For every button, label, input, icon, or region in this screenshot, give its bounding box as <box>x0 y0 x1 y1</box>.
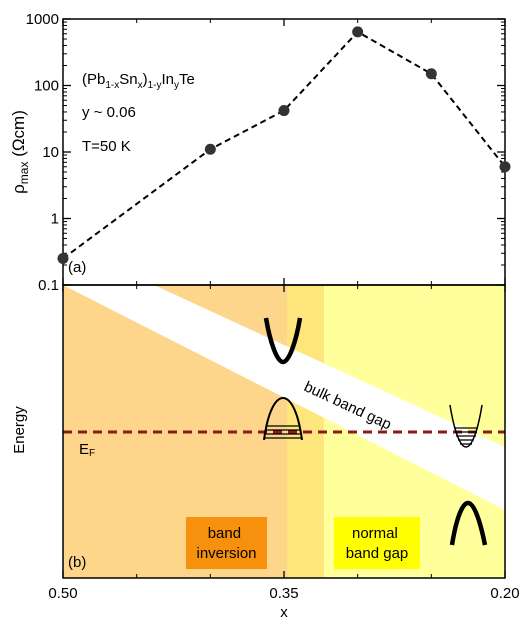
y-tick-label: 100 <box>34 78 59 95</box>
panel-a-tag: (a) <box>68 259 86 276</box>
panel-a-y-ticks: 0.1 1 10 100 1000 <box>26 11 505 294</box>
band-inversion-line-1: band <box>208 525 241 542</box>
data-point <box>278 105 290 117</box>
y-value-annotation: y ~ 0.06 <box>82 104 136 121</box>
normal-conduction-band-icon <box>449 404 483 448</box>
y-tick-label: 0.1 <box>38 277 59 294</box>
inverted-valence-band-icon <box>263 396 303 441</box>
temperature-annotation: T=50 K <box>82 138 131 155</box>
data-point <box>425 68 437 80</box>
occupied-states-right-icon <box>454 427 478 445</box>
data-point <box>352 26 364 38</box>
data-point <box>499 161 511 173</box>
panel-b-y-axis-label: Energy <box>11 406 28 454</box>
y-tick-label: 1 <box>51 211 59 228</box>
panel-b-x-ticks: 0.50 0.35 0.20 <box>48 19 520 602</box>
band-inversion-label: band inversion <box>196 525 256 562</box>
panel-a-y-axis-label: ρmax (Ωcm) <box>9 110 31 194</box>
panel-b-tag: (b) <box>68 554 86 571</box>
data-point <box>204 143 216 155</box>
normal-band-gap-line-1: normal <box>352 525 398 542</box>
occupied-states-left-icon <box>264 425 302 439</box>
band-inversion-box <box>186 517 267 569</box>
x-axis-label: x <box>280 604 288 621</box>
formula-annotation: (Pb1-xSnx)1-yInyTe <box>82 71 195 91</box>
series-line <box>62 30 506 260</box>
fermi-level-label: EF <box>79 441 95 459</box>
data-point <box>57 253 69 265</box>
x-tick-label: 0.35 <box>269 585 298 602</box>
inverted-conduction-band-icon <box>263 317 303 365</box>
panel-a-series <box>57 26 511 265</box>
band-schematics <box>263 317 488 546</box>
normal-band-gap-box <box>334 517 420 569</box>
normal-band-gap-line-2: band gap <box>346 545 409 562</box>
x-tick-label: 0.20 <box>490 585 519 602</box>
band-inversion-line-2: inversion <box>196 545 256 562</box>
y-tick-label: 10 <box>42 144 59 161</box>
normal-band-gap-label: normal band gap <box>346 525 409 562</box>
y-tick-label: 1000 <box>26 11 59 28</box>
x-tick-label: 0.50 <box>48 585 77 602</box>
normal-valence-band-icon <box>449 500 488 546</box>
